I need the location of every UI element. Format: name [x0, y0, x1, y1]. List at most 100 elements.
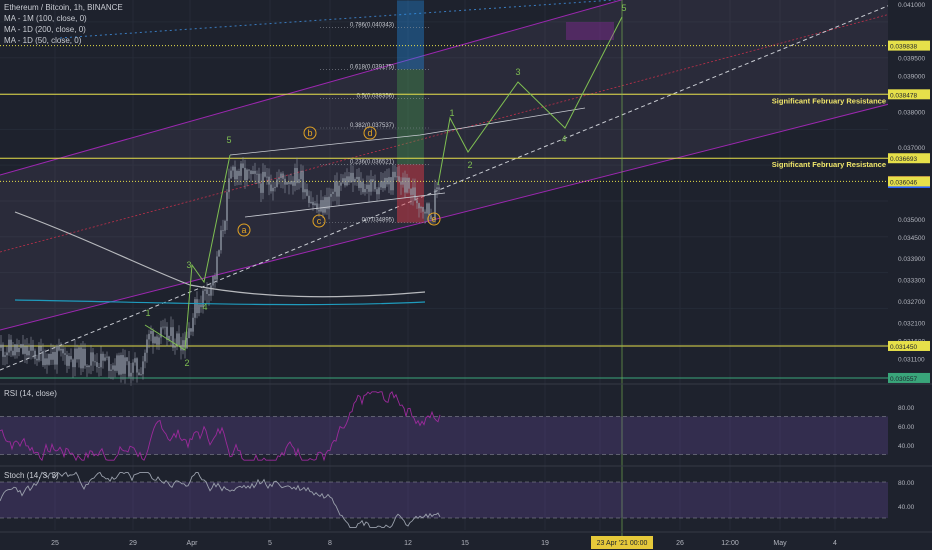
candle-body — [48, 353, 50, 365]
wave-circle — [363, 126, 377, 140]
candle-body — [234, 166, 236, 180]
candle-body — [230, 170, 232, 179]
stoch-panel-band — [0, 482, 888, 518]
price-label: 0.036046 — [890, 179, 917, 186]
candle-body — [434, 189, 436, 221]
candle-body — [324, 197, 326, 213]
candle-body — [50, 353, 52, 360]
candle-body — [64, 353, 66, 355]
rsi-panel-title: RSI (14, close) — [4, 389, 57, 398]
candle-body — [366, 184, 368, 190]
ma-200-legend[interactable]: MA - 1D (200, close, 0) — [4, 25, 86, 34]
candle-body — [72, 359, 74, 368]
time-tick-label: 8 — [328, 540, 332, 547]
candle-body — [438, 187, 440, 190]
candle-body — [400, 181, 402, 185]
price-label: 0.038478 — [890, 92, 917, 99]
wave-circle — [312, 214, 326, 228]
candle-body — [122, 355, 124, 374]
candle-body — [92, 352, 94, 362]
candle-body — [44, 358, 46, 366]
candle-body — [242, 163, 244, 168]
wave-abc-label: c — [317, 216, 322, 226]
candle-body — [116, 355, 118, 371]
candle-body — [344, 178, 346, 186]
candle-body — [288, 182, 290, 184]
candle-body — [280, 173, 282, 178]
time-highlight-bg — [591, 536, 653, 549]
ma-1m-legend[interactable]: MA - 1M (100, close, 0) — [4, 14, 87, 23]
price-tick-label: 0.032700 — [898, 299, 925, 306]
stoch-panel-tick: 80.00 — [898, 480, 915, 487]
price-tick-label: 0.033900 — [898, 256, 925, 263]
candle-body — [26, 346, 28, 356]
candle-body — [386, 177, 388, 185]
price-tick-label: 0.033300 — [898, 278, 925, 285]
candle-body — [308, 195, 310, 203]
candle-body — [28, 350, 30, 356]
wave-label: 5 — [226, 135, 231, 145]
candle-body — [120, 355, 122, 375]
candle-body — [34, 350, 36, 359]
rsi-panel-tick: 60.00 — [898, 424, 915, 431]
candle-body — [264, 171, 266, 177]
candle-body — [414, 187, 416, 201]
wave-label: 1 — [449, 108, 454, 118]
candle-body — [238, 170, 240, 176]
candle-body — [334, 181, 336, 192]
trendline-blue — [59, 0, 621, 39]
candle-body — [100, 353, 102, 368]
candle-body — [336, 181, 338, 197]
candle-body — [198, 304, 200, 314]
candle-body — [260, 183, 262, 193]
ma-50-legend[interactable]: MA - 1D (50, close, 0) — [4, 36, 82, 45]
time-tick-label: 5 — [268, 540, 272, 547]
resistance-label: Significant February Resistance — [772, 96, 886, 105]
candle-body — [390, 177, 392, 191]
candle-body — [348, 176, 350, 183]
candle-body — [110, 369, 112, 371]
candle-body — [178, 333, 180, 346]
candle-body — [38, 346, 40, 361]
candle-body — [294, 168, 296, 186]
candle-body — [410, 188, 412, 195]
candle-body — [426, 203, 428, 214]
rsi-panel-line — [0, 390, 441, 462]
candle-body — [322, 200, 324, 213]
candle-body — [378, 187, 380, 195]
candle-body — [2, 344, 4, 357]
candle-body — [182, 340, 184, 351]
rsi-panel-band — [0, 416, 888, 455]
candle-body — [212, 275, 214, 286]
candle-body — [16, 344, 18, 353]
time-tick-label: 25 — [51, 540, 59, 547]
candle-body — [96, 362, 98, 368]
candle-body — [52, 352, 54, 360]
candle-body — [284, 178, 286, 185]
price-label-bg — [888, 340, 930, 351]
candle-body — [146, 339, 148, 353]
candle-body — [74, 348, 76, 368]
wave-abc-label: b — [307, 128, 312, 138]
candle-body — [62, 348, 64, 354]
price-tick-label: 0.041000 — [898, 2, 925, 9]
rsi-panel-tick: 40.00 — [898, 443, 915, 450]
fib-level-label: 0.382(0.037537) — [350, 123, 394, 129]
fib-level-label: 0.786(0.040343) — [350, 23, 394, 29]
candle-body — [102, 353, 104, 361]
candle-body — [392, 171, 394, 191]
candle-body — [156, 336, 158, 345]
candle-body — [430, 215, 432, 220]
channel-mid-line — [0, 9, 906, 253]
candle-body — [424, 211, 426, 214]
candle-body — [304, 189, 306, 193]
wave-label: 2 — [467, 160, 472, 170]
candle-body — [402, 177, 404, 185]
candle-body — [164, 326, 166, 328]
candle-body — [278, 177, 280, 180]
price-label-bg — [888, 89, 930, 100]
candle-body — [248, 169, 250, 171]
candle-body — [148, 333, 150, 340]
candle-body — [104, 357, 106, 361]
